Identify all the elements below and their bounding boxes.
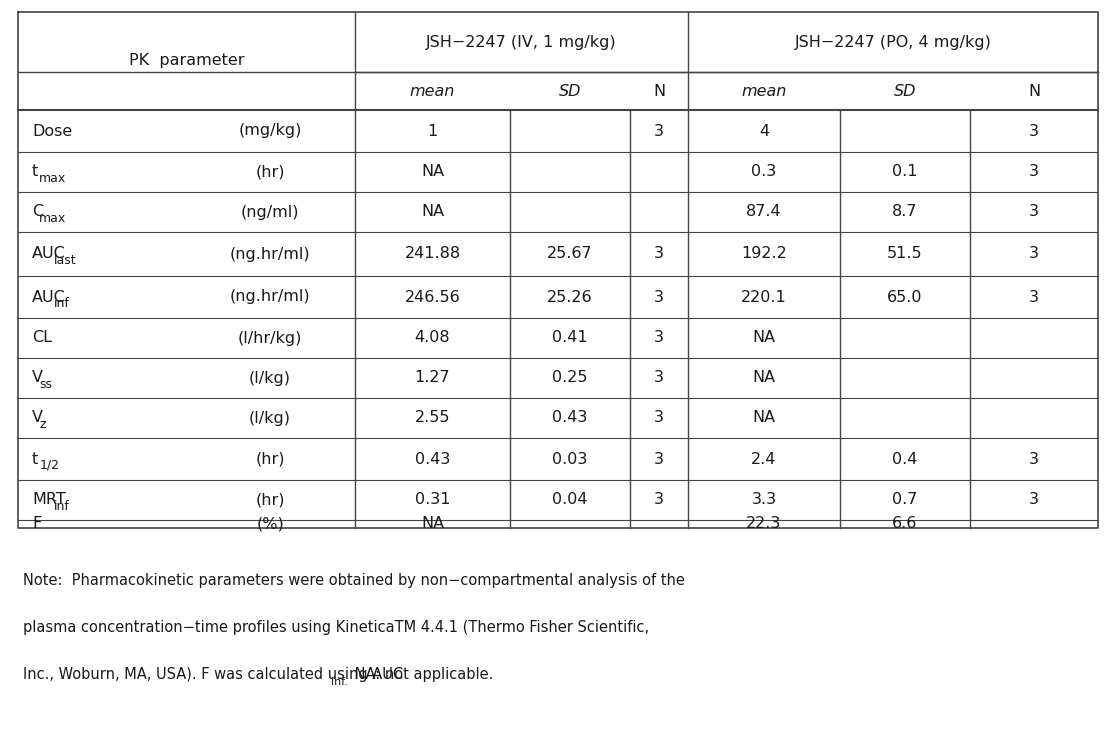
Text: 51.5: 51.5 xyxy=(887,246,923,261)
Text: 3: 3 xyxy=(1029,493,1039,508)
Text: (hr): (hr) xyxy=(256,165,285,180)
Text: MRT: MRT xyxy=(32,493,66,508)
Text: max: max xyxy=(39,172,67,185)
Text: (l/kg): (l/kg) xyxy=(249,370,291,386)
Text: NA: NA xyxy=(752,370,776,386)
Text: (hr): (hr) xyxy=(256,493,285,508)
Text: 0.04: 0.04 xyxy=(552,493,588,508)
Text: (mg/kg): (mg/kg) xyxy=(239,123,301,139)
Text: 3: 3 xyxy=(1029,165,1039,180)
Text: 3: 3 xyxy=(654,330,664,346)
Text: Note:  Pharmacokinetic parameters were obtained by non−compartmental analysis of: Note: Pharmacokinetic parameters were ob… xyxy=(23,573,685,588)
Text: NA: NA xyxy=(752,330,776,346)
Text: SD: SD xyxy=(559,84,581,99)
Text: 3: 3 xyxy=(654,123,664,139)
Text: NA: NA xyxy=(421,516,444,531)
Text: (l/kg): (l/kg) xyxy=(249,410,291,425)
Text: JSH−2247 (IV, 1 mg/kg): JSH−2247 (IV, 1 mg/kg) xyxy=(426,34,617,50)
Text: 220.1: 220.1 xyxy=(741,289,787,304)
Text: N: N xyxy=(1028,84,1040,99)
Text: 4.08: 4.08 xyxy=(415,330,451,346)
Text: (hr): (hr) xyxy=(256,451,285,467)
Text: 0.03: 0.03 xyxy=(552,451,588,467)
Text: 6.6: 6.6 xyxy=(893,516,917,531)
Text: 3: 3 xyxy=(1029,451,1039,467)
Text: (ng/ml): (ng/ml) xyxy=(241,205,299,220)
Text: Dose: Dose xyxy=(32,123,73,139)
Text: N: N xyxy=(653,84,665,99)
Text: 25.26: 25.26 xyxy=(547,289,593,304)
Text: 192.2: 192.2 xyxy=(741,246,787,261)
Text: 0.31: 0.31 xyxy=(415,493,450,508)
Text: 8.7: 8.7 xyxy=(893,205,917,220)
Text: 3: 3 xyxy=(1029,289,1039,304)
Text: inf: inf xyxy=(54,297,70,310)
Text: ss: ss xyxy=(39,378,52,391)
Text: SD: SD xyxy=(894,84,916,99)
Text: 1: 1 xyxy=(427,123,437,139)
Text: t: t xyxy=(32,451,38,467)
Text: 3: 3 xyxy=(1029,205,1039,220)
Text: 0.43: 0.43 xyxy=(552,410,588,425)
Text: AUC: AUC xyxy=(32,246,66,261)
Text: C: C xyxy=(32,205,44,220)
Text: V: V xyxy=(32,370,44,386)
Text: NA: NA xyxy=(752,410,776,425)
Text: NA: not applicable.: NA: not applicable. xyxy=(350,667,493,682)
Text: 241.88: 241.88 xyxy=(404,246,461,261)
Text: 0.41: 0.41 xyxy=(552,330,588,346)
Text: 3: 3 xyxy=(1029,246,1039,261)
Text: JSH−2247 (PO, 4 mg/kg): JSH−2247 (PO, 4 mg/kg) xyxy=(795,34,991,50)
Text: 87.4: 87.4 xyxy=(747,205,782,220)
Text: (%): (%) xyxy=(257,516,283,531)
Text: z: z xyxy=(39,418,46,431)
Text: 0.25: 0.25 xyxy=(552,370,588,386)
Text: AUC: AUC xyxy=(32,289,66,304)
Text: inf: inf xyxy=(54,500,70,513)
Text: 2.55: 2.55 xyxy=(415,410,450,425)
Text: 3: 3 xyxy=(654,410,664,425)
Text: 0.43: 0.43 xyxy=(415,451,450,467)
Text: 3: 3 xyxy=(654,493,664,508)
Text: 25.67: 25.67 xyxy=(547,246,593,261)
Text: mean: mean xyxy=(741,84,787,99)
Text: 3: 3 xyxy=(654,246,664,261)
Text: max: max xyxy=(39,211,67,225)
Text: 246.56: 246.56 xyxy=(405,289,461,304)
Text: 0.1: 0.1 xyxy=(893,165,917,180)
Text: 3: 3 xyxy=(1029,123,1039,139)
Text: NA: NA xyxy=(421,165,444,180)
Text: Inc., Woburn, MA, USA). F was calculated using AUC: Inc., Woburn, MA, USA). F was calculated… xyxy=(23,667,403,682)
Text: 0.4: 0.4 xyxy=(893,451,917,467)
Text: 3: 3 xyxy=(654,451,664,467)
Text: 1/2: 1/2 xyxy=(39,459,59,472)
Text: 3.3: 3.3 xyxy=(751,493,777,508)
Text: 1.27: 1.27 xyxy=(415,370,451,386)
Text: (ng.hr/ml): (ng.hr/ml) xyxy=(230,289,310,304)
Text: mean: mean xyxy=(410,84,455,99)
Text: V: V xyxy=(32,410,44,425)
Text: 3: 3 xyxy=(654,370,664,386)
Text: (ng.hr/ml): (ng.hr/ml) xyxy=(230,246,310,261)
Text: 65.0: 65.0 xyxy=(887,289,923,304)
Text: 4: 4 xyxy=(759,123,769,139)
Text: plasma concentration−time profiles using KineticaTM 4.4.1 (Thermo Fisher Scienti: plasma concentration−time profiles using… xyxy=(23,620,650,635)
Text: 3: 3 xyxy=(654,289,664,304)
Text: (l/hr/kg): (l/hr/kg) xyxy=(238,330,302,346)
Text: inf.: inf. xyxy=(330,677,347,687)
Text: CL: CL xyxy=(32,330,52,346)
Text: NA: NA xyxy=(421,205,444,220)
Text: 2.4: 2.4 xyxy=(751,451,777,467)
Text: 0.3: 0.3 xyxy=(751,165,777,180)
Text: 22.3: 22.3 xyxy=(747,516,781,531)
Text: t: t xyxy=(32,165,38,180)
Text: 0.7: 0.7 xyxy=(893,493,917,508)
Text: PK  parameter: PK parameter xyxy=(128,53,244,68)
Text: F: F xyxy=(32,516,41,531)
Text: last: last xyxy=(54,254,77,267)
